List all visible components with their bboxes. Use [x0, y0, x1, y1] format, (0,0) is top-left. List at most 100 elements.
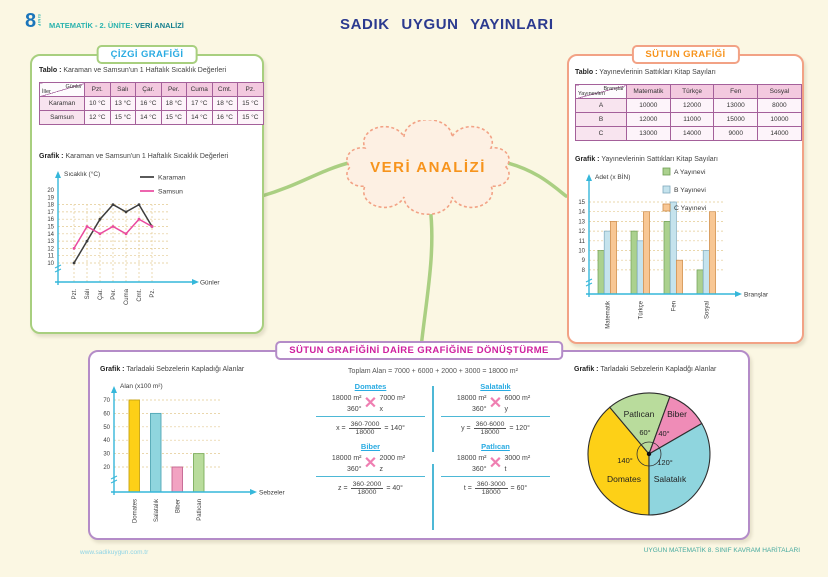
graph-label: Grafik :	[574, 366, 599, 373]
table-caption-text: Yayınevlerinin Sattıkları Kitap Sayıları	[599, 69, 716, 76]
calc-biber: Biber 18000 m² 360° ✕ 2000 m² z z = 36	[312, 442, 429, 496]
y-axis-arrow-icon	[111, 386, 117, 393]
center-dot	[646, 451, 652, 457]
corner-label-top: Günler	[65, 84, 82, 90]
fraction: 360·2000 18000	[350, 481, 384, 496]
table-label: Tablo :	[39, 67, 62, 74]
calc-total-angle: 360°	[347, 466, 362, 473]
data-point	[72, 261, 76, 265]
pie-slice-patlıcan	[609, 392, 671, 456]
slice-label: Biber	[667, 409, 687, 419]
calc-title: Domates	[354, 382, 387, 391]
calc-title: Biber	[360, 442, 381, 451]
bar-graph-panel: SÜTUN GRAFİĞİ Tablo : Yayınevlerinin Sat…	[567, 45, 804, 344]
bar-b-yayınevi	[636, 240, 644, 295]
graph-label: Grafik :	[575, 156, 600, 163]
column-header: Cuma	[186, 82, 213, 97]
table-cell: 10000	[757, 112, 802, 127]
branch-right	[502, 160, 568, 198]
column-header: Fen	[713, 84, 759, 99]
slice-angle-label: 140°	[617, 456, 633, 465]
column-header: Sosyal	[757, 84, 802, 99]
y-tick-label: 20	[103, 465, 110, 471]
fraction: 360·7000 18000	[348, 421, 382, 436]
slice-angle-label: 60°	[639, 428, 650, 437]
fraction-denominator: 18000	[481, 489, 501, 496]
books-bar-chart: Matematik Türkçe Fen Sosyal 8 9 10 11 12 13 14 15 Ad…	[578, 167, 769, 329]
category-label: Çar.	[98, 289, 104, 300]
data-point	[98, 232, 102, 236]
corner-label-bottom: İller	[42, 89, 51, 95]
y-tick-label: 16	[47, 217, 54, 223]
table-cell: 14000	[669, 126, 715, 141]
books-table: Branşlar Yayınevleri Matematik Türkçe Fen Sos…	[575, 84, 802, 141]
fraction-denominator: 18000	[480, 429, 500, 436]
table-cell: 8000	[757, 98, 802, 113]
calc-title: Salatalık	[480, 382, 511, 391]
calc-unknown: t	[504, 466, 507, 473]
row-header: Samsun	[39, 110, 85, 125]
category-label: Pzt.	[72, 289, 78, 300]
data-point	[111, 225, 115, 228]
y-tick-label: 70	[103, 398, 110, 404]
y-tick-label: 14	[47, 232, 54, 238]
y-tick-label: 12	[47, 246, 54, 252]
x-axis-title: Günler	[200, 280, 220, 287]
legend-label: B Yayınevi	[674, 187, 706, 194]
calc-salatalik: Salatalık 18000 m² 360° ✕ 6000 m² y y =	[437, 382, 554, 436]
table-row: Samsun 12 °C 15 °C 14 °C 15 °C 14 °C 16 °C 15 °…	[39, 110, 264, 125]
publisher-title: SADIK UYGUN YAYINLARI	[340, 16, 554, 33]
category-label: Cuma	[124, 288, 130, 305]
table-cell: 12000	[669, 98, 715, 113]
bar-biber	[171, 466, 183, 493]
axis-break-icon	[585, 278, 593, 287]
fraction-numerator: 360·6000	[473, 421, 507, 429]
topic-cloud-label: VERİ ANALİZİ	[370, 159, 486, 176]
calc-result: z = 360·2000 18000 = 40°	[316, 481, 425, 496]
data-point	[98, 217, 102, 221]
table-cell: 13 °C	[109, 96, 136, 111]
calc-total-angle: 360°	[347, 406, 362, 413]
row-header: A	[575, 98, 627, 113]
y-tick-label: 18	[47, 203, 54, 209]
books-table-caption: Tablo : Yayınevlerinin Sattıkları Kitap …	[575, 69, 716, 76]
table-cell: 18 °C	[211, 96, 238, 111]
pie-slice-domates	[587, 406, 650, 516]
axis-break-icon	[110, 475, 118, 484]
bar-domates	[128, 399, 140, 493]
y-tick-label: 20	[47, 188, 54, 194]
calc-unknown: y	[504, 406, 509, 413]
veg-bar-caption: Grafik : Tarladaki Sebzelerin Kapladığı …	[100, 366, 244, 373]
cross-multiply-icon: ✕	[488, 395, 503, 412]
corner-label-bottom: Yayınevleri	[578, 91, 605, 97]
x-axis-arrow-icon	[192, 279, 199, 285]
fraction-numerator: 360·7000	[348, 421, 382, 429]
table-cell: 15 °C	[109, 110, 136, 125]
y-axis-title: Sıcaklık (°C)	[64, 170, 100, 178]
bar-c-yayınevi	[643, 211, 650, 295]
temps-table-caption: Tablo : Karaman ve Samsun'un 1 Haftalık …	[39, 67, 226, 74]
column-header: Salı	[109, 82, 136, 97]
footer-url: www.sadikuygun.com.tr	[80, 549, 149, 556]
table-cell: 9000	[713, 126, 759, 141]
slice-angle-label: 40°	[658, 429, 669, 438]
table-cell: 18 °C	[160, 96, 187, 111]
x-axis-arrow-icon	[735, 291, 742, 297]
y-axis-title: Alan (x100 m²)	[120, 383, 163, 390]
y-tick-label: 40	[103, 438, 110, 444]
calc-domates: Domates 18000 m² 360° ✕ 7000 m² x x =	[312, 382, 429, 436]
calc-part-area: 6000 m²	[504, 395, 531, 402]
category-label: Pz.	[150, 289, 156, 298]
bar-a-yayınevi	[696, 269, 704, 295]
x-axis-arrow-icon	[250, 489, 257, 495]
data-point	[137, 203, 141, 206]
calc-part-area: 2000 m²	[379, 455, 406, 462]
category-label: Türkçe	[639, 300, 645, 319]
table-cell: 14000	[757, 126, 802, 141]
pie-caption: Grafik : Tarladaki Sebzelerin Kapladğı A…	[574, 366, 716, 373]
graph-label: Grafik :	[100, 366, 125, 373]
table-cell: 14 °C	[186, 110, 213, 125]
slice-label: Patlıcan	[624, 409, 655, 419]
table-corner-cell: Branşlar Yayınevleri	[575, 84, 627, 99]
branch-left	[260, 160, 354, 198]
